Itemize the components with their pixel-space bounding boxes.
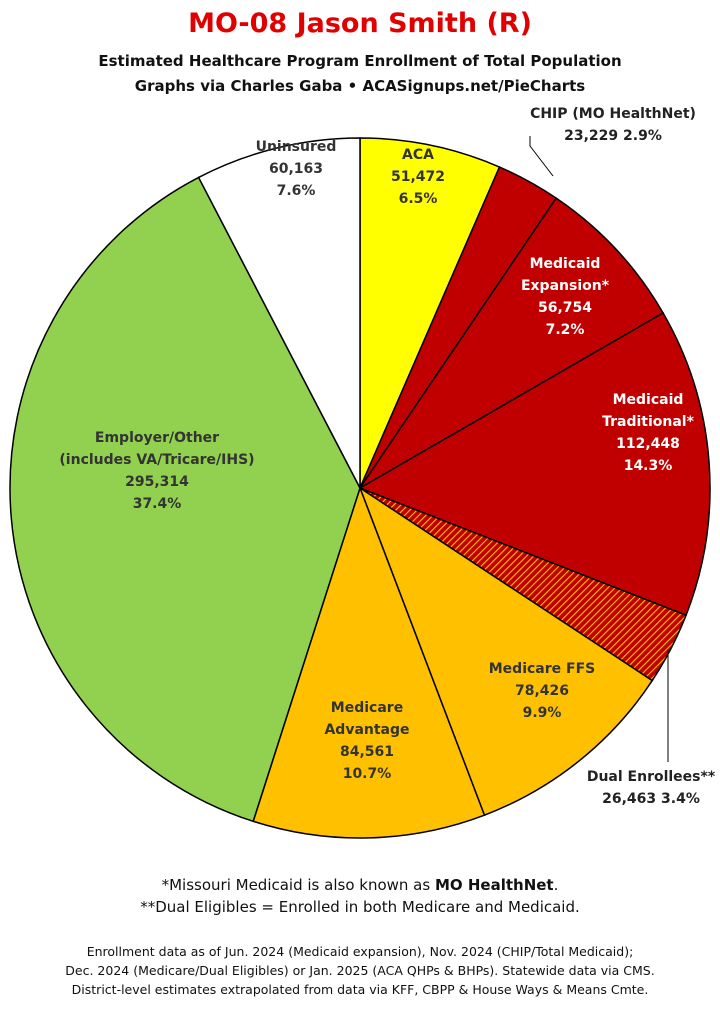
slice-label: Uninsured 60,163 7.6% [256,139,337,199]
pie-slice-medicaid-traditional [358,311,711,617]
slice-label: Medicare Advantage 84,561 10.7% [324,700,409,782]
footnote-medicaid: *Missouri Medicaid is also known as MO H… [0,874,720,896]
slice-label: ACA 51,472 6.5% [391,147,445,207]
callout-line [529,136,554,177]
pie-chart: ACA 51,472 6.5% CHIP (MO HealthNet) 23,229 2… [9,106,716,839]
chart-credit: Graphs via Charles Gaba • ACASignups.net… [134,77,586,95]
pie-slice-uninsured [197,137,361,489]
slice-label: Medicaid Traditional* 112,448 14.3% [602,392,695,474]
pie-slice-medicare-advantage [252,485,486,839]
source-line-2: Dec. 2024 (Medicare/Dual Eligibles) or J… [65,963,655,978]
pie-slice-medicaid-expansion [359,197,665,489]
pie-slice-aca [359,137,501,489]
footnotes: *Missouri Medicaid is also known as MO H… [0,874,720,918]
chart-subtitle: Estimated Healthcare Program Enrollment … [98,52,622,70]
slice-label: Employer/Other (includes VA/Tricare/IHS) 2… [59,430,254,512]
source-line-1: Enrollment data as of Jun. 2024 (Medicai… [86,944,634,959]
footnote-dual: **Dual Eligibles = Enrolled in both Medi… [140,898,580,916]
footnote-bold: MO HealthNet [434,876,554,894]
footnote-suffix: . [553,876,559,894]
slice-label: Dual Enrollees** 26,463 3.4% [587,769,716,807]
footnote-text: *Missouri Medicaid is also known as [161,876,435,894]
slice-label: CHIP (MO HealthNet) 23,229 2.9% [530,106,696,144]
pie-slice-medicare-ffs [358,486,654,817]
source-line-3: District-level estimates extrapolated fr… [71,982,649,997]
chart-title: MO-08 Jason Smith (R) [188,8,532,39]
source-notes: Enrollment data as of Jun. 2024 (Medicai… [0,942,720,999]
pie-slice-employer-other-includes-va-tricare-ihs [9,176,361,823]
slice-label: Medicare FFS 78,426 9.9% [489,661,595,721]
slice-label: Medicaid Expansion* 56,754 7.2% [521,256,610,338]
